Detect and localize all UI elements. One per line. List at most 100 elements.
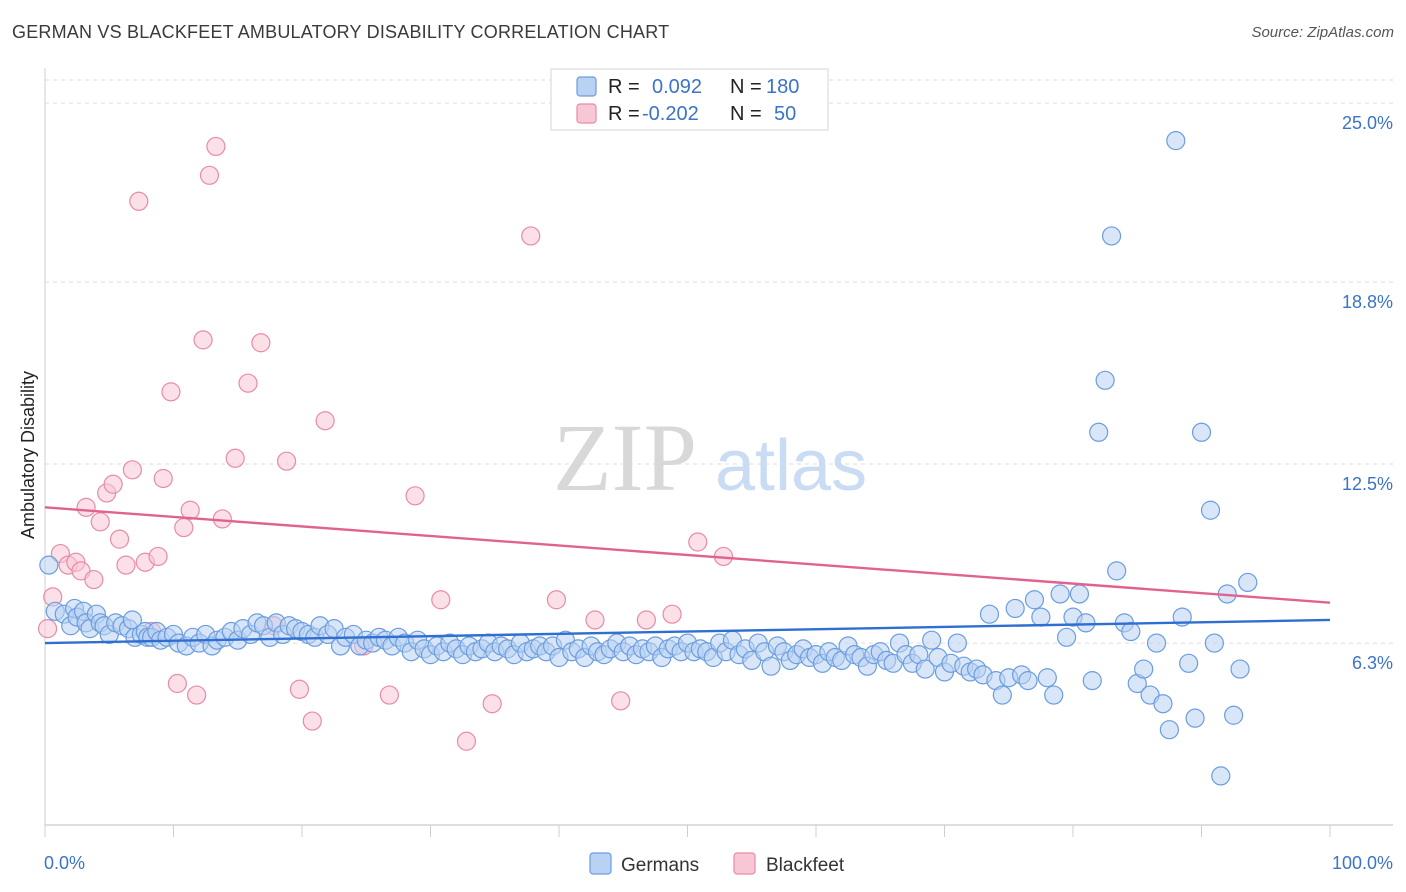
point-germans-176 <box>1134 659 1154 679</box>
point-blackfeet-8 <box>90 512 110 532</box>
chart-title: GERMAN VS BLACKFEET AMBULATORY DISABILIT… <box>12 22 670 42</box>
bottom-legend-label-blackfeet: Blackfeet <box>766 855 845 876</box>
point-germans-191 <box>1230 659 1250 679</box>
point-germans-118 <box>761 656 781 676</box>
point-germans-143 <box>922 630 942 650</box>
point-blackfeet-38 <box>405 486 425 506</box>
point-germans-181 <box>1166 131 1186 151</box>
point-blackfeet-45 <box>611 691 631 711</box>
legend-r-value-blackfeet: -0.202 <box>642 103 699 125</box>
point-blackfeet-47 <box>662 604 682 624</box>
point-germans-180 <box>1159 720 1179 740</box>
bottom-legend-swatch-blackfeet <box>733 852 756 875</box>
legend-n-label-blackfeet: N = <box>730 103 762 125</box>
point-blackfeet-13 <box>122 460 142 480</box>
point-germans-162 <box>1044 685 1064 705</box>
point-blackfeet-7 <box>84 569 104 590</box>
bottom-legend-swatch-germans <box>589 852 612 875</box>
point-blackfeet-12 <box>116 555 136 575</box>
point-germans-142 <box>915 659 935 679</box>
trend-lines <box>44 506 1331 645</box>
legend-n-value-blackfeet: 50 <box>774 103 796 125</box>
point-blackfeet-23 <box>187 685 207 705</box>
point-blackfeet-29 <box>238 373 258 393</box>
point-blackfeet-20 <box>167 673 187 694</box>
point-blackfeet-10 <box>103 474 123 494</box>
point-blackfeet-11 <box>109 529 130 549</box>
trend-line-germans <box>44 618 1331 645</box>
point-blackfeet-24 <box>193 330 213 350</box>
point-germans-188 <box>1211 766 1231 786</box>
point-blackfeet-44 <box>585 610 605 630</box>
point-blackfeet-39 <box>431 590 451 610</box>
point-germans-192 <box>1238 572 1258 593</box>
point-germans-167 <box>1076 613 1096 633</box>
point-blackfeet-21 <box>174 517 194 538</box>
point-blackfeet-37 <box>379 685 399 705</box>
point-blackfeet-40 <box>456 731 477 751</box>
legend-r-label-germans: R = <box>608 76 640 98</box>
point-germans-158 <box>1018 671 1038 691</box>
point-germans-0 <box>39 555 59 575</box>
point-germans-156 <box>1005 598 1025 619</box>
watermark-zip: ZIP <box>553 404 697 511</box>
point-blackfeet-41 <box>482 694 502 714</box>
point-blackfeet-19 <box>161 382 181 402</box>
point-blackfeet-6 <box>76 497 96 517</box>
point-blackfeet-25 <box>199 165 220 185</box>
point-blackfeet-18 <box>153 468 173 489</box>
point-germans-179 <box>1153 694 1173 714</box>
series-blackfeet-points <box>37 136 734 751</box>
y-tick-labels: 6.3% 12.5% 18.8% 25.0% <box>1342 113 1393 673</box>
point-germans-168 <box>1082 671 1102 691</box>
legend-n-value-germans: 180 <box>766 76 799 98</box>
legend-swatch-blackfeet <box>576 103 597 124</box>
source-label: Source: ZipAtlas.com <box>1251 24 1394 41</box>
bottom-legend-label-germans: Germans <box>621 855 699 876</box>
point-germans-169 <box>1089 422 1109 442</box>
y-axis-title: Ambulatory Disability <box>18 371 38 539</box>
point-germans-174 <box>1121 621 1141 642</box>
point-blackfeet-14 <box>129 191 149 211</box>
point-blackfeet-0 <box>37 619 58 639</box>
axes <box>44 68 1393 837</box>
point-blackfeet-35 <box>315 411 335 431</box>
legend-box: R = 0.092 N = 180 R = -0.202 N = 50 <box>550 68 829 131</box>
point-blackfeet-42 <box>521 226 541 246</box>
legend-n-label-germans: N = <box>730 76 762 98</box>
point-blackfeet-30 <box>251 333 271 353</box>
trend-line-blackfeet <box>44 506 1331 604</box>
point-germans-185 <box>1191 422 1212 442</box>
y-tick-label-3: 25.0% <box>1342 113 1393 133</box>
point-germans-170 <box>1095 370 1115 390</box>
point-blackfeet-33 <box>289 679 310 699</box>
y-tick-label-0: 6.3% <box>1352 653 1393 673</box>
point-blackfeet-26 <box>206 136 226 157</box>
x-tick-label-right: 100.0% <box>1332 853 1393 873</box>
point-blackfeet-46 <box>636 610 656 630</box>
legend-swatch-germans <box>576 76 597 97</box>
point-germans-163 <box>1050 584 1070 604</box>
y-tick-label-2: 18.8% <box>1342 292 1393 312</box>
point-blackfeet-34 <box>302 711 322 731</box>
point-germans-172 <box>1107 561 1127 581</box>
point-germans-190 <box>1224 705 1244 725</box>
point-germans-147 <box>947 633 967 653</box>
point-germans-166 <box>1069 584 1090 604</box>
point-blackfeet-17 <box>148 546 168 567</box>
point-blackfeet-43 <box>546 590 567 610</box>
point-germans-154 <box>992 685 1012 705</box>
point-blackfeet-32 <box>276 451 297 471</box>
point-germans-171 <box>1101 226 1122 246</box>
legend-r-label-blackfeet: R = <box>608 103 640 125</box>
point-germans-187 <box>1204 633 1224 653</box>
x-tick-label-left: 0.0% <box>44 853 85 873</box>
legend-r-value-germans: 0.092 <box>652 76 702 98</box>
point-germans-184 <box>1185 708 1205 728</box>
point-germans-152 <box>979 604 1000 624</box>
point-germans-164 <box>1056 627 1077 647</box>
bottom-legend: Germans Blackfeet <box>589 852 845 876</box>
point-blackfeet-48 <box>688 532 708 552</box>
point-germans-183 <box>1179 653 1199 673</box>
watermark-atlas: atlas <box>715 426 867 506</box>
